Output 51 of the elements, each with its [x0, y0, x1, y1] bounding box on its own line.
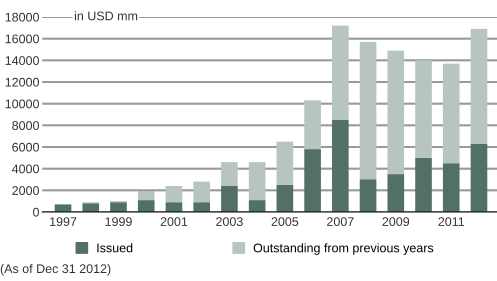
bar — [248, 200, 266, 212]
bar — [276, 142, 294, 185]
text: (As of Dec 31 2012) — [0, 264, 110, 276]
bar — [166, 186, 182, 202]
bar — [82, 203, 100, 212]
x-tick-label: 2005 — [272, 217, 298, 226]
bar — [166, 202, 182, 212]
bar — [193, 202, 210, 212]
bar — [138, 200, 155, 212]
y-tick-label: 10000 — [6, 99, 39, 108]
bar — [387, 50, 404, 174]
x-tick-label: 2003 — [216, 217, 243, 226]
bar — [332, 120, 349, 212]
bar — [470, 28, 488, 144]
x-tick-label: 2009 — [382, 217, 410, 226]
bar — [193, 182, 210, 202]
x-tick-label: 2007 — [327, 217, 354, 226]
y-tick-label: 8000 — [12, 121, 39, 130]
x-tick-label: 2001 — [160, 217, 188, 226]
bar — [415, 60, 432, 158]
bar — [387, 174, 404, 212]
bar — [442, 163, 460, 212]
y-tick-label: 2000 — [12, 186, 39, 195]
bar — [54, 204, 72, 212]
bar — [221, 162, 238, 186]
bar — [470, 144, 488, 212]
bar — [276, 184, 294, 212]
bar — [360, 180, 376, 212]
y-tick-label: 16000 — [6, 34, 39, 44]
y-tick-label: 18000 — [6, 12, 39, 22]
legend-label: Issued — [97, 243, 132, 252]
y-tick-label: 12000 — [6, 78, 39, 87]
y-tick-label: 0 — [33, 208, 39, 217]
bar — [332, 26, 349, 120]
x-tick-label: 2011 — [438, 217, 464, 226]
legend-label: Outstanding from previous years — [254, 243, 434, 255]
bar — [138, 191, 155, 200]
bar — [360, 42, 376, 180]
y-tick-label: 6000 — [12, 142, 39, 152]
bar — [248, 162, 266, 200]
x-tick-label: 1999 — [106, 217, 132, 226]
bar — [304, 100, 321, 150]
y-tick-label: 4000 — [12, 164, 39, 174]
bar — [110, 202, 127, 212]
bar — [221, 186, 238, 212]
bar — [304, 149, 321, 212]
y-tick-label: 14000 — [6, 56, 39, 65]
annotation: in USD mm — [74, 11, 138, 20]
x-tick-label: 1997 — [50, 217, 76, 226]
bar — [442, 64, 460, 164]
bar — [415, 158, 432, 212]
